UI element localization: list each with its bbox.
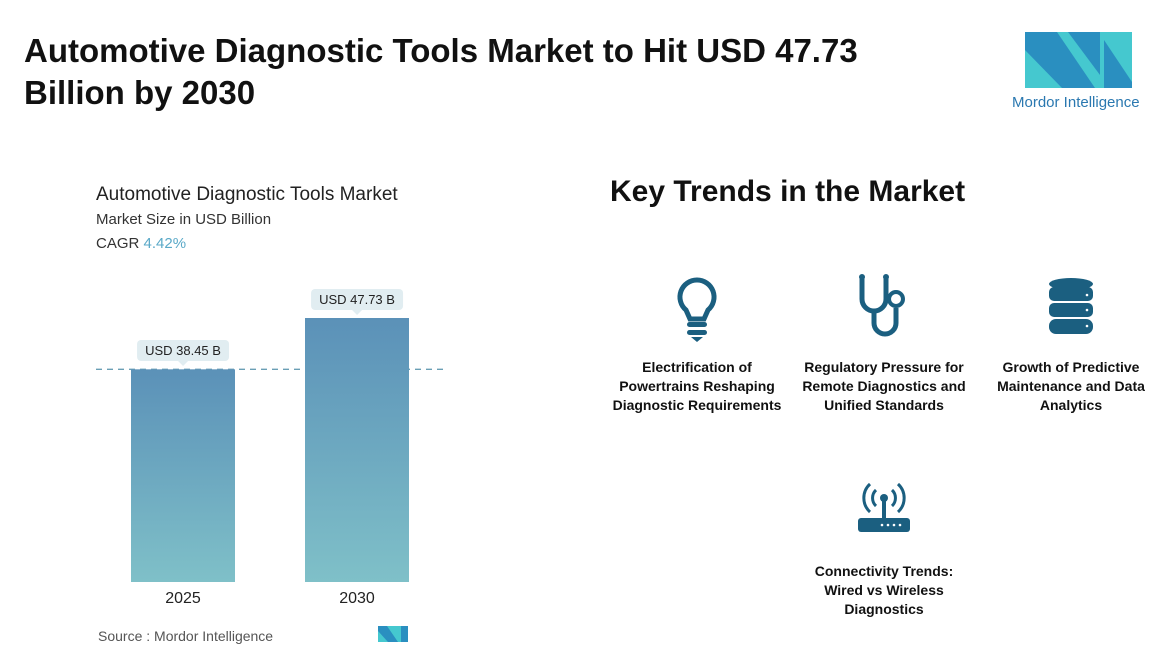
trend-regulatory: Regulatory Pressure for Remote Diagnosti…	[794, 274, 974, 415]
trend-electrification: Electrification of Powertrains Reshaping…	[607, 274, 787, 415]
router-icon	[858, 482, 910, 532]
page-title: Automotive Diagnostic Tools Market to Hi…	[24, 32, 858, 111]
logo-text: Mordor Intelligence	[1012, 94, 1140, 111]
trend-label: Regulatory Pressure for Remote Diagnosti…	[802, 359, 966, 413]
source-logo	[378, 626, 408, 642]
source-note: Source : Mordor Intelligence	[98, 628, 274, 644]
chart-subtitle: Market Size in USD Billion	[96, 211, 272, 228]
trend-connectivity: Connectivity Trends: Wired vs Wireless D…	[794, 478, 974, 619]
mordor-logo	[1025, 32, 1132, 88]
lightbulb-icon	[677, 277, 717, 342]
bar-chart: USD 38.45 B 2025 USD 47.73 B 2030	[90, 280, 460, 610]
trend-label: Growth of Predictive Maintenance and Dat…	[997, 359, 1145, 413]
trends-title: Key Trends in the Market	[610, 175, 966, 208]
stethoscope-icon	[859, 274, 905, 337]
trend-predictive: Growth of Predictive Maintenance and Dat…	[981, 274, 1161, 415]
x-tick-label: 2025	[165, 590, 201, 607]
x-tick-label: 2030	[339, 590, 375, 607]
cagr-label: CAGR	[96, 235, 140, 252]
data-label: USD 47.73 B	[311, 289, 403, 315]
bar-2025	[131, 369, 235, 582]
chart-svg	[96, 318, 446, 582]
database-icon	[1049, 278, 1093, 334]
chart-title: Automotive Diagnostic Tools Market	[96, 184, 398, 205]
trend-label: Electrification of Powertrains Reshaping…	[612, 359, 782, 413]
cagr: CAGR 4.42%	[96, 235, 186, 252]
trend-label: Connectivity Trends: Wired vs Wireless D…	[814, 563, 954, 617]
cagr-value: 4.42%	[143, 235, 187, 252]
data-label: USD 38.45 B	[137, 340, 229, 367]
bar-2030	[305, 318, 409, 582]
